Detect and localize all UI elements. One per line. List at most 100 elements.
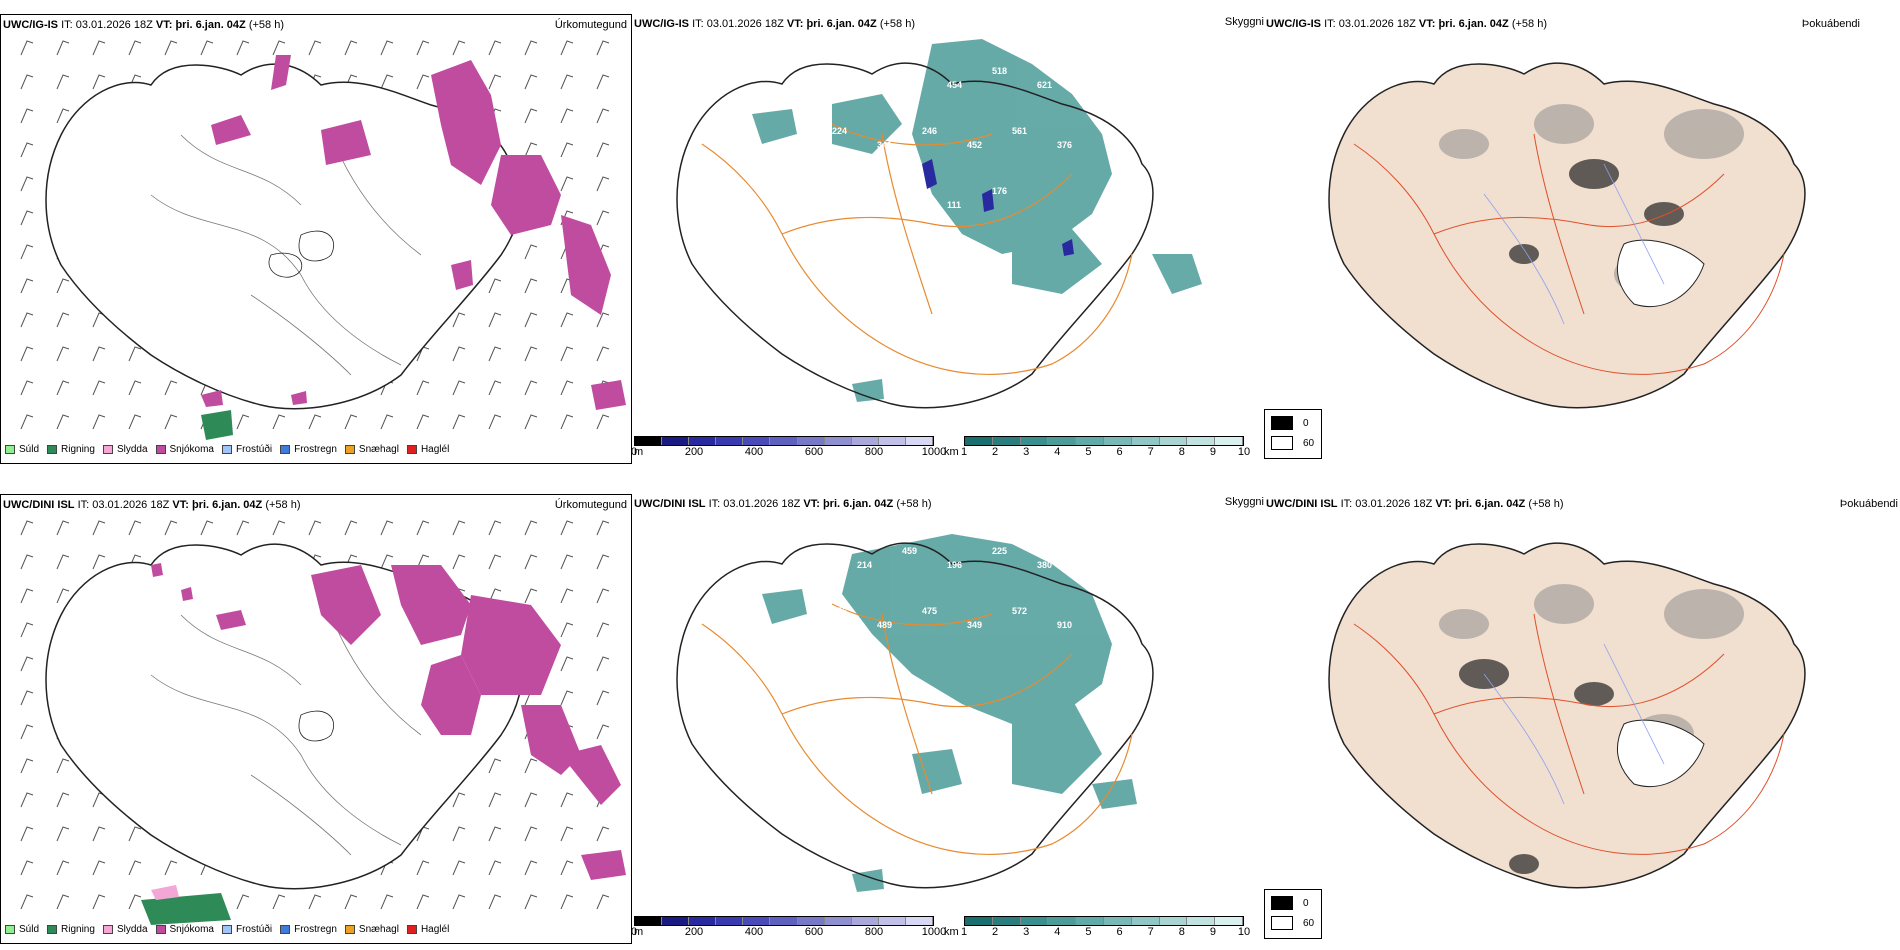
wind-barb	[164, 414, 178, 430]
wind-barb	[488, 554, 502, 570]
wind-barb	[488, 860, 502, 876]
wind-barb	[596, 622, 610, 638]
wind-barb	[56, 108, 70, 124]
ceiling-value-label: 561	[1012, 126, 1027, 136]
colorbar-segment	[689, 437, 717, 445]
wind-barb	[560, 74, 574, 90]
wind-barb	[560, 380, 574, 396]
precip-map	[20, 40, 626, 440]
legend-item: Frostúði	[221, 444, 272, 455]
wind-barb	[416, 414, 430, 430]
wind-barb	[20, 108, 34, 124]
fog-legend-item: 60	[1271, 436, 1314, 450]
wind-barb	[524, 520, 538, 536]
visibility-colorbar: 1 2 3 4 5 6 7 8 9 10	[960, 436, 1250, 460]
wind-barb	[452, 312, 466, 328]
legend-item: Slydda	[102, 924, 148, 935]
fog-legend-swatch	[1271, 436, 1293, 450]
colorbar-segment	[905, 437, 934, 445]
wind-barb	[236, 40, 250, 56]
colorbar-segment	[965, 917, 993, 925]
wind-barb	[596, 74, 610, 90]
wind-barb	[524, 860, 538, 876]
legend-label: Slydda	[116, 444, 148, 455]
wind-barb	[560, 588, 574, 604]
panel-label: Skyggni	[1224, 16, 1264, 28]
panel-title: UWC/IG-IS IT: 03.01.2026 18Z VT: þri. 6.…	[3, 19, 284, 31]
wind-barb	[56, 380, 70, 396]
precip-legend: Súld Rigning Slydda Snjókoma Frostúði Frostre…	[5, 444, 449, 455]
wind-barb	[20, 74, 34, 90]
wind-barb	[56, 894, 70, 910]
wind-barb	[524, 414, 538, 430]
wind-barb	[236, 520, 250, 536]
wind-barb	[416, 860, 430, 876]
wind-barb	[20, 346, 34, 362]
wind-barb	[560, 860, 574, 876]
wind-barb	[128, 826, 142, 842]
fog-panel-top: UWC/IG-IS IT: 03.01.2026 18Z VT: þri. 6.…	[1264, 14, 1900, 464]
wind-barb	[380, 520, 394, 536]
wind-barb	[560, 176, 574, 192]
colorbar-tick: 8	[1178, 926, 1185, 938]
legend-label: Haglél	[420, 444, 450, 455]
legend-item: Slydda	[102, 444, 148, 455]
legend-label: Súld	[19, 924, 40, 935]
wind-barb	[560, 108, 574, 124]
ceiling-value-label: 337	[857, 80, 872, 90]
wind-barb	[596, 588, 610, 604]
wind-barb	[416, 380, 430, 396]
fog-legend-item: 0	[1271, 416, 1309, 430]
wind-barb	[56, 414, 70, 430]
fog-legend-swatch	[1271, 896, 1293, 910]
wind-barb	[488, 278, 502, 294]
colorbar-segment	[905, 917, 934, 925]
legend-label: Snæhagl	[358, 444, 399, 455]
ceiling-value-label: 349	[967, 620, 982, 630]
legend-item: Súld	[5, 924, 39, 935]
ceiling-value-label: 214	[857, 560, 872, 570]
colorbar-segment	[824, 917, 852, 925]
panel-title: UWC/DINI ISL IT: 03.01.2026 18Z VT: þri.…	[1266, 498, 1564, 510]
wind-barb	[20, 40, 34, 56]
fog-legend-label: 60	[1303, 917, 1315, 929]
colorbar-segment	[1076, 917, 1104, 925]
legend-swatch	[344, 445, 355, 454]
colorbar-segment	[965, 437, 993, 445]
wind-barb	[308, 520, 322, 536]
legend-item: Snæhagl	[344, 924, 399, 935]
wind-barb	[272, 414, 286, 430]
panel-label: Úrkomutegund	[554, 499, 627, 511]
wind-barb	[128, 40, 142, 56]
precip-panel-bottom: UWC/DINI ISL IT: 03.01.2026 18Z VT: þri.…	[0, 494, 632, 944]
wind-barb	[20, 244, 34, 260]
wind-barb	[272, 40, 286, 56]
legend-swatch	[406, 445, 417, 454]
colorbar-segment	[992, 917, 1021, 925]
wind-barb	[452, 792, 466, 808]
wind-barb	[308, 894, 322, 910]
wind-barb	[56, 758, 70, 774]
wind-barb	[416, 520, 430, 536]
colorbar-segment	[1187, 917, 1216, 925]
colorbar-tick: 10	[1237, 446, 1251, 458]
panel-label: Úrkomutegund	[554, 19, 627, 31]
ceiling-value-label: 643	[812, 546, 827, 556]
wind-barb	[56, 588, 70, 604]
wind-barb	[524, 278, 538, 294]
wind-barb	[560, 414, 574, 430]
wind-barb	[488, 792, 502, 808]
colorbar-segment	[635, 917, 663, 925]
colorbar-tick: 7	[1147, 926, 1154, 938]
colorbar-segment	[1103, 437, 1132, 445]
visibility-unit-label: km	[944, 446, 959, 458]
colorbar-segment	[797, 917, 825, 925]
wind-barb	[560, 792, 574, 808]
panel-label: Skyggni	[1224, 496, 1264, 508]
legend-swatch	[47, 445, 58, 454]
panel-title: UWC/DINI ISL IT: 03.01.2026 18Z VT: þri.…	[634, 498, 932, 510]
colorbar-tick: 1	[960, 446, 968, 458]
wind-barb	[488, 414, 502, 430]
colorbar-segment	[878, 437, 906, 445]
wind-barb	[20, 724, 34, 740]
